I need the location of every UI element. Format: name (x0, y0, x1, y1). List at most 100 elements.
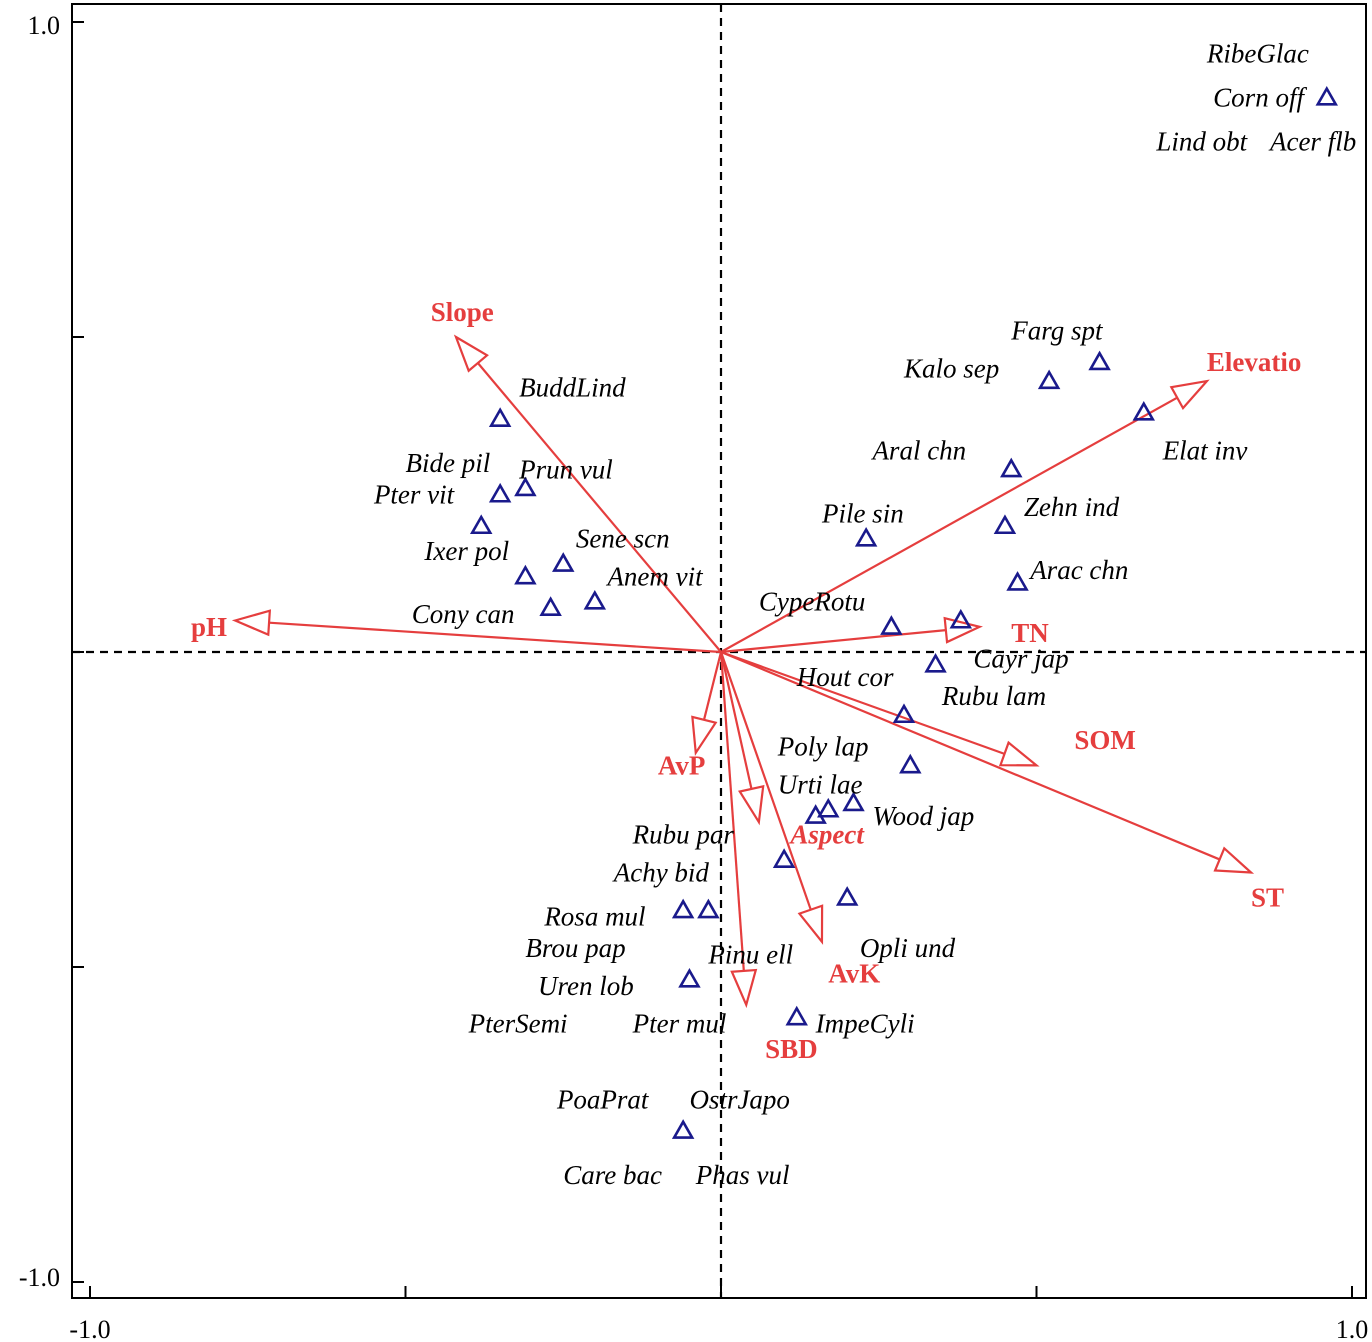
species-point (892, 703, 916, 724)
species-label: Kalo sep (903, 354, 999, 384)
species-point (1006, 571, 1029, 591)
axis-ticks (72, 21, 1353, 1298)
species-point (924, 652, 947, 673)
species-point (899, 753, 922, 774)
species-label: Pter vit (373, 480, 456, 510)
arrow-ph (231, 609, 722, 654)
env-label-slope: Slope (431, 297, 494, 327)
x-tick-label: -1.0 (69, 1315, 110, 1342)
arrow-elevatio (720, 379, 1210, 653)
species-label: Rubu lam (941, 681, 1046, 711)
species-label: Zehn ind (1024, 492, 1120, 522)
y-tick-label: 1.0 (28, 11, 61, 40)
species-point (1088, 350, 1111, 371)
species-label: Ixer pol (423, 536, 509, 566)
species-point (671, 1119, 695, 1139)
species-point (552, 552, 575, 572)
species-label: PterSemi (468, 1009, 568, 1039)
species-label: Rubu par (632, 820, 735, 850)
species-point (854, 526, 878, 547)
arrow-aspect (719, 651, 765, 826)
species-point (804, 804, 827, 824)
species-label: Sene scn (576, 524, 670, 554)
species-label: Pinu ell (707, 939, 793, 969)
species-labels: RibeGlac Corn off Lind obt Acer flb Farg spt… (373, 39, 1356, 1190)
arrow-sbd (719, 651, 758, 1009)
environment-labels: Slope pH Elevatio TN SOM ST AvP Aspect AvK SBD (191, 297, 1301, 1064)
species-label: PoaPrat (556, 1084, 650, 1114)
env-label-ph: pH (191, 612, 227, 642)
species-label: Opli und (860, 933, 956, 963)
species-point (817, 797, 840, 818)
species-point (1037, 369, 1061, 390)
arrow-st (720, 650, 1255, 874)
species-point (1132, 400, 1156, 421)
species-label: Urti lae (778, 769, 863, 799)
species-label: Bide pil (406, 448, 491, 478)
species-label: Lind obt (1155, 127, 1248, 157)
species-point (842, 791, 865, 812)
arrow-avp (691, 651, 723, 757)
species-point (539, 596, 562, 616)
species-label: Brou pap (525, 933, 625, 963)
species-label: OstrJapo (689, 1084, 790, 1114)
species-label: Arac chn (1028, 555, 1128, 585)
env-label-sbd: SBD (765, 1034, 818, 1064)
species-point (583, 589, 607, 610)
tick-labels: -1.0 1.0 1.0 -1.0 (19, 11, 1368, 1342)
species-label: Phas vul (695, 1160, 790, 1190)
species-label: Achy bid (612, 858, 710, 888)
environment-arrows (231, 334, 1255, 1009)
species-point (697, 898, 720, 919)
env-label-avk: AvK (828, 958, 880, 988)
arrow-tn (720, 616, 983, 654)
arrow-avk (719, 651, 824, 945)
env-label-elevatio: Elevatio (1207, 347, 1302, 377)
species-label: CypeRotu (759, 587, 865, 617)
env-label-som: SOM (1074, 725, 1136, 755)
species-point (785, 1005, 808, 1026)
env-label-st: ST (1251, 883, 1284, 913)
species-label: Hout cor (796, 662, 894, 692)
species-point (1000, 457, 1023, 478)
species-point (1315, 85, 1339, 106)
species-point (671, 898, 695, 919)
species-label: Farg spt (1010, 316, 1104, 346)
species-point (772, 848, 796, 868)
y-tick-label: -1.0 (19, 1263, 60, 1292)
species-point (488, 407, 512, 427)
species-label: Corn off (1213, 83, 1307, 113)
species-point (993, 514, 1017, 535)
species-label: Elat inv (1162, 435, 1248, 465)
species-label: Cony can (412, 599, 515, 629)
arrow-slope (453, 334, 722, 653)
species-label: Care bac (563, 1160, 662, 1190)
species-label: Acer flb (1268, 127, 1356, 157)
env-label-tn: TN (1011, 618, 1049, 648)
x-tick-label: 1.0 (1336, 1315, 1369, 1342)
species-label: RibeGlac (1206, 39, 1309, 69)
species-label: Poly lap (777, 732, 869, 762)
species-label: Rosa mul (543, 902, 645, 932)
species-label: Cayr jap (973, 643, 1068, 673)
species-label: Pile sin (821, 498, 904, 528)
species-label: Wood jap (872, 801, 974, 831)
species-label: Aral chn (870, 435, 966, 465)
species-point (514, 476, 537, 497)
species-label: BuddLind (519, 372, 626, 402)
species-point (949, 608, 973, 629)
species-label: Prun vul (518, 454, 613, 484)
species-point (514, 564, 537, 585)
arrow-som (720, 650, 1040, 767)
species-points (469, 85, 1339, 1139)
env-label-aspect: Aspect (788, 820, 865, 850)
species-label: ImpeCyli (815, 1009, 915, 1039)
species-point (488, 482, 512, 503)
species-label: Pter mul (632, 1009, 727, 1039)
species-point (469, 514, 493, 535)
species-point (880, 615, 903, 635)
env-label-avp: AvP (658, 750, 706, 780)
species-point (678, 967, 701, 988)
species-label: Anem vit (605, 561, 704, 591)
